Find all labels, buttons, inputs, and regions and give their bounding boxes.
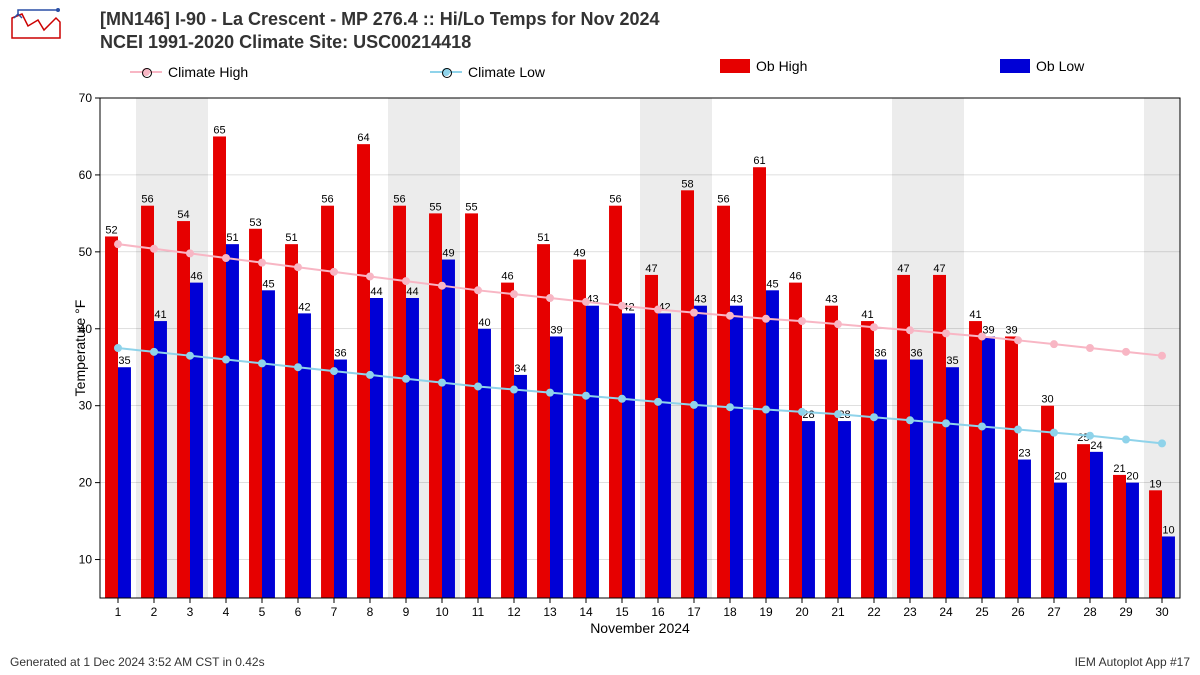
- svg-text:47: 47: [645, 263, 657, 275]
- svg-text:70: 70: [79, 91, 93, 105]
- svg-text:20: 20: [795, 605, 809, 619]
- svg-text:46: 46: [789, 271, 801, 283]
- svg-text:60: 60: [79, 168, 93, 182]
- svg-text:8: 8: [367, 605, 374, 619]
- svg-text:25: 25: [975, 605, 989, 619]
- svg-text:43: 43: [730, 294, 742, 306]
- svg-text:47: 47: [933, 263, 945, 275]
- svg-text:10: 10: [435, 605, 449, 619]
- svg-text:21: 21: [1113, 463, 1125, 475]
- svg-text:56: 56: [321, 194, 333, 206]
- svg-text:20: 20: [1126, 471, 1138, 483]
- svg-text:17: 17: [687, 605, 701, 619]
- svg-text:3: 3: [187, 605, 194, 619]
- svg-text:5: 5: [259, 605, 266, 619]
- svg-text:52: 52: [105, 224, 117, 236]
- svg-text:6: 6: [295, 605, 302, 619]
- svg-text:1: 1: [115, 605, 122, 619]
- svg-text:28: 28: [1083, 605, 1097, 619]
- svg-text:55: 55: [465, 201, 477, 213]
- svg-text:24: 24: [1090, 440, 1102, 452]
- svg-text:64: 64: [357, 132, 369, 144]
- svg-text:16: 16: [651, 605, 665, 619]
- svg-text:36: 36: [910, 348, 922, 360]
- svg-text:45: 45: [262, 278, 274, 290]
- svg-text:39: 39: [1005, 324, 1017, 336]
- svg-text:27: 27: [1047, 605, 1061, 619]
- svg-text:45: 45: [766, 278, 778, 290]
- svg-text:41: 41: [154, 309, 166, 321]
- svg-text:26: 26: [1011, 605, 1025, 619]
- svg-text:36: 36: [874, 348, 886, 360]
- svg-text:55: 55: [429, 201, 441, 213]
- page: [MN146] I-90 - La Crescent - MP 276.4 ::…: [0, 0, 1200, 675]
- svg-text:7: 7: [331, 605, 338, 619]
- svg-text:54: 54: [177, 209, 189, 221]
- svg-text:20: 20: [79, 476, 93, 490]
- svg-text:2: 2: [151, 605, 158, 619]
- svg-text:10: 10: [79, 553, 93, 567]
- svg-text:51: 51: [226, 232, 238, 244]
- svg-text:15: 15: [615, 605, 629, 619]
- svg-text:10: 10: [1162, 524, 1174, 536]
- svg-text:46: 46: [190, 271, 202, 283]
- svg-text:13: 13: [543, 605, 557, 619]
- svg-text:44: 44: [370, 286, 382, 298]
- svg-text:49: 49: [573, 248, 585, 260]
- footer-app: IEM Autoplot App #17: [1075, 655, 1190, 669]
- svg-text:56: 56: [141, 194, 153, 206]
- svg-text:35: 35: [946, 355, 958, 367]
- svg-text:21: 21: [831, 605, 845, 619]
- svg-text:23: 23: [903, 605, 917, 619]
- svg-text:56: 56: [393, 194, 405, 206]
- svg-text:51: 51: [285, 232, 297, 244]
- svg-text:51: 51: [537, 232, 549, 244]
- svg-text:11: 11: [472, 605, 485, 619]
- x-axis-label: November 2024: [100, 620, 1180, 636]
- svg-text:41: 41: [861, 309, 873, 321]
- svg-text:41: 41: [969, 309, 981, 321]
- svg-text:30: 30: [1041, 394, 1053, 406]
- svg-text:18: 18: [723, 605, 737, 619]
- svg-text:49: 49: [442, 248, 454, 260]
- svg-text:42: 42: [298, 301, 310, 313]
- svg-text:36: 36: [334, 348, 346, 360]
- svg-text:24: 24: [939, 605, 953, 619]
- svg-text:53: 53: [249, 217, 261, 229]
- svg-text:40: 40: [478, 317, 490, 329]
- svg-text:65: 65: [213, 124, 225, 136]
- svg-text:12: 12: [507, 605, 521, 619]
- svg-text:22: 22: [867, 605, 881, 619]
- svg-text:58: 58: [681, 178, 693, 190]
- svg-text:44: 44: [406, 286, 418, 298]
- svg-text:47: 47: [897, 263, 909, 275]
- svg-text:56: 56: [717, 194, 729, 206]
- svg-text:30: 30: [1155, 605, 1169, 619]
- svg-text:43: 43: [825, 294, 837, 306]
- svg-text:46: 46: [501, 271, 513, 283]
- temperature-chart: 5235564154466551534551425636644456445549…: [0, 0, 1200, 675]
- y-axis-label: Temperature °F: [72, 288, 88, 408]
- svg-text:9: 9: [403, 605, 410, 619]
- svg-text:34: 34: [514, 363, 526, 375]
- svg-text:39: 39: [550, 324, 562, 336]
- svg-text:19: 19: [759, 605, 773, 619]
- svg-text:43: 43: [694, 294, 706, 306]
- footer-generated: Generated at 1 Dec 2024 3:52 AM CST in 0…: [10, 655, 265, 669]
- svg-text:20: 20: [1054, 471, 1066, 483]
- svg-text:19: 19: [1149, 478, 1161, 490]
- svg-text:50: 50: [79, 245, 93, 259]
- svg-text:4: 4: [223, 605, 230, 619]
- svg-text:56: 56: [609, 194, 621, 206]
- svg-text:35: 35: [118, 355, 130, 367]
- svg-text:61: 61: [753, 155, 765, 167]
- svg-text:23: 23: [1018, 448, 1030, 460]
- svg-text:29: 29: [1119, 605, 1133, 619]
- svg-text:14: 14: [579, 605, 593, 619]
